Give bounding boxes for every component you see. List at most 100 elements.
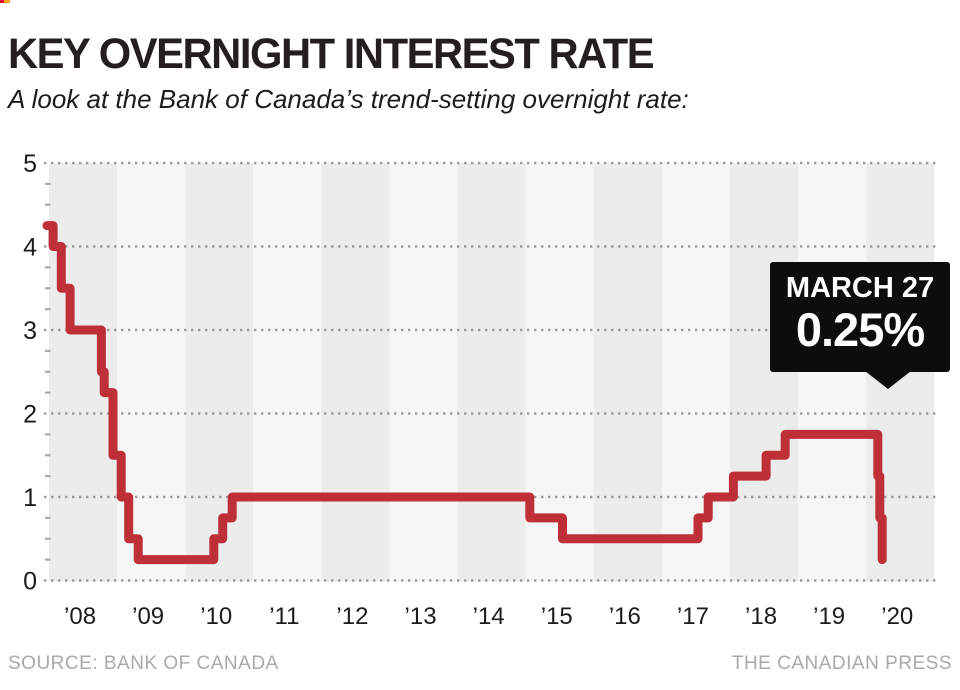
grid-dot: [352, 161, 355, 165]
grid-dot: [282, 412, 285, 415]
grid-dot: [814, 245, 817, 248]
grid-dot: [142, 161, 145, 165]
grid-dot: [240, 412, 243, 415]
year-band: [593, 163, 662, 582]
grid-dot: [485, 161, 488, 165]
grid-dot: [730, 328, 733, 332]
grid-dot: [478, 412, 481, 415]
grid-dot: [177, 161, 180, 165]
grid-dot: [415, 412, 418, 415]
grid-dot: [632, 161, 635, 165]
grid-dot: [65, 579, 68, 582]
grid-dot: [254, 328, 257, 332]
grid-dot: [828, 412, 831, 415]
grid-dot: [765, 579, 768, 582]
grid-dot: [821, 245, 824, 248]
grid-dot: [373, 245, 376, 248]
grid-dot: [464, 579, 467, 582]
grid-dot: [786, 412, 789, 415]
grid-dot: [520, 412, 523, 415]
grid-dot: [737, 328, 740, 332]
grid-dot: [597, 328, 600, 332]
grid-dot: [933, 161, 936, 165]
grid-dot: [653, 579, 656, 582]
grid-dot: [282, 579, 285, 582]
grid-dot: [786, 579, 789, 582]
grid-dot: [905, 412, 908, 415]
grid-dot: [149, 495, 152, 499]
grid-dot: [884, 245, 887, 248]
grid-dot: [653, 161, 656, 165]
grid-dot: [555, 495, 558, 499]
grid-dot: [506, 328, 509, 332]
grid-dot: [884, 495, 887, 499]
grid-dot: [611, 579, 614, 582]
grid-dot: [485, 412, 488, 415]
grid-dot: [583, 412, 586, 415]
grid-dot: [807, 161, 810, 165]
grid-dot: [772, 495, 775, 499]
grid-dot: [205, 161, 208, 165]
grid-dot: [569, 579, 572, 582]
grid-dot: [79, 412, 82, 415]
grid-dot: [457, 412, 460, 415]
grid-dot: [716, 328, 719, 332]
grid-dot: [562, 245, 565, 248]
grid-dot: [660, 161, 663, 165]
grid-dot: [44, 495, 47, 499]
grid-dot: [163, 161, 166, 165]
grid-dot: [821, 579, 824, 582]
grid-dot: [58, 495, 61, 499]
grid-dot: [646, 579, 649, 582]
grid-dot: [198, 328, 201, 332]
grid-dot: [380, 161, 383, 165]
grid-dot: [177, 412, 180, 415]
grid-dot: [310, 412, 313, 415]
grid-dot: [534, 579, 537, 582]
grid-dot: [863, 161, 866, 165]
grid-dot: [177, 579, 180, 582]
grid-dot: [366, 161, 369, 165]
grid-dot: [744, 161, 747, 165]
grid-dot: [58, 161, 61, 165]
grid-dot: [919, 245, 922, 248]
grid-dot: [793, 245, 796, 248]
grid-dot: [485, 245, 488, 248]
grid-dot: [933, 412, 936, 415]
grid-dot: [702, 161, 705, 165]
grid-dot: [352, 412, 355, 415]
grid-dot: [415, 579, 418, 582]
grid-dot: [401, 245, 404, 248]
grid-dot: [492, 412, 495, 415]
grid-dot: [625, 495, 628, 499]
grid-dot: [926, 412, 929, 415]
grid-dot: [240, 245, 243, 248]
grid-dot: [247, 412, 250, 415]
grid-dot: [779, 495, 782, 499]
grid-dot: [464, 161, 467, 165]
grid-dot: [590, 412, 593, 415]
grid-dot: [296, 412, 299, 415]
grid-dot: [303, 412, 306, 415]
grid-dot: [499, 161, 502, 165]
grid-dot: [352, 245, 355, 248]
grid-dot: [450, 245, 453, 248]
grid-dot: [870, 495, 873, 499]
grid-dot: [611, 245, 614, 248]
grid-dot: [72, 161, 75, 165]
grid-dot: [135, 495, 138, 499]
grid-dot: [576, 161, 579, 165]
grid-dot: [58, 412, 61, 415]
grid-dot: [506, 412, 509, 415]
grid-dot: [772, 161, 775, 165]
grid-dot: [401, 328, 404, 332]
y-axis-labels: 5 4 3 2 1 0: [23, 150, 37, 596]
grid-dot: [394, 245, 397, 248]
grid-dot: [919, 495, 922, 499]
grid-dot: [184, 161, 187, 165]
grid-dot: [891, 579, 894, 582]
grid-dot: [842, 161, 845, 165]
grid-dot: [170, 328, 173, 332]
grid-dot: [870, 579, 873, 582]
grid-dot: [625, 161, 628, 165]
